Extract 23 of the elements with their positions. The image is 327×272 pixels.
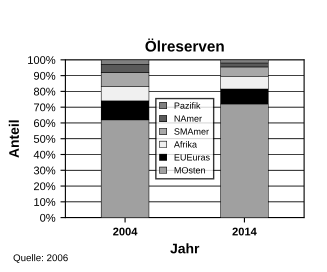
- y-tick-label: 40%: [34, 150, 56, 159]
- y-tick-label: 90%: [34, 72, 56, 80]
- y-tick-label: 60%: [34, 119, 56, 128]
- y-tick-label: 100%: [28, 56, 56, 64]
- y-tick-label: 0%: [40, 214, 56, 222]
- y-tick-label: 80%: [34, 88, 56, 96]
- x-axis-title: Jahr: [170, 243, 200, 254]
- y-tick-label: 10%: [34, 198, 56, 206]
- legend-label: EUEuras: [174, 154, 210, 161]
- legend-label: Pazifik: [174, 102, 201, 109]
- y-tick-label: 20%: [34, 182, 56, 190]
- x-tick-label: 2014: [232, 228, 257, 236]
- y-tick-label: 50%: [34, 134, 56, 143]
- x-tick-label: 2004: [113, 228, 138, 236]
- legend-label: MOsten: [174, 167, 205, 174]
- y-tick-label: 70%: [34, 103, 56, 112]
- legend-label: Afrika: [174, 140, 197, 148]
- legend-label: NAmer: [174, 115, 202, 122]
- source-note: Quelle: 2006: [14, 254, 68, 263]
- legend-label: SMAmer: [174, 128, 209, 135]
- y-axis-title: Anteil: [8, 120, 19, 158]
- y-tick-label: 30%: [34, 166, 56, 174]
- chart-title: Ölreserven: [145, 38, 224, 52]
